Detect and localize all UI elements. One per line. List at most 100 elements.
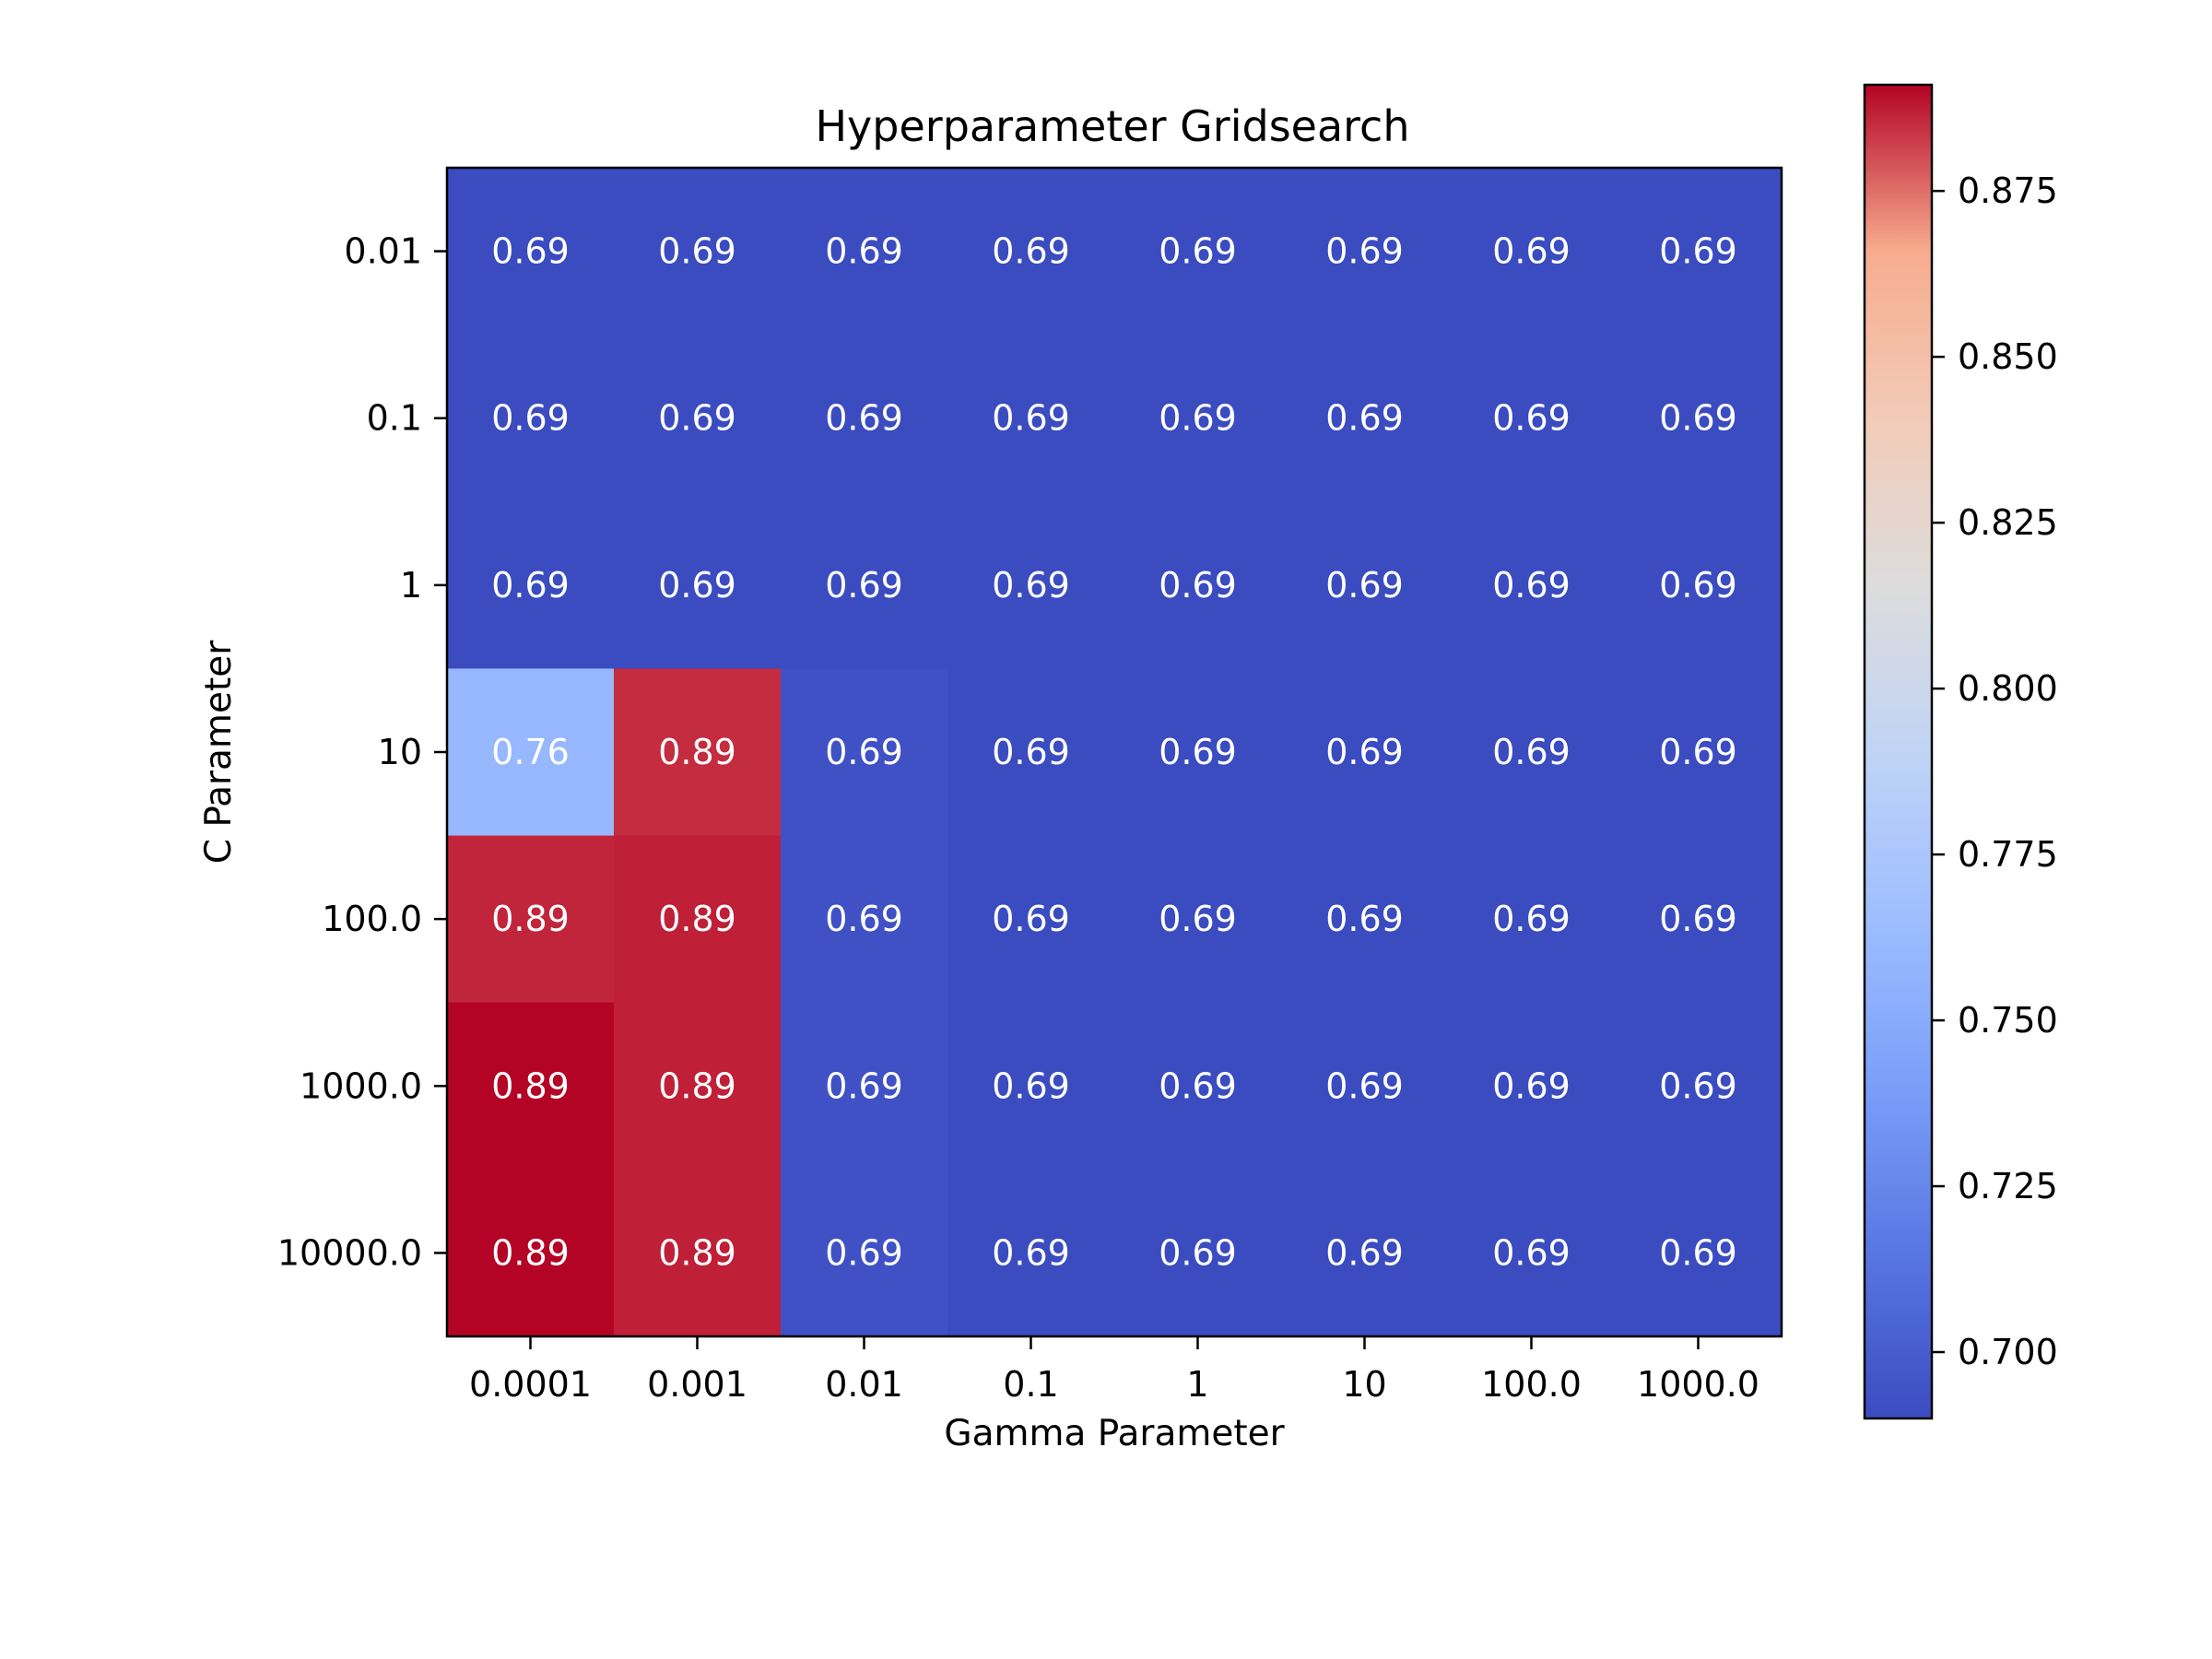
y-tick-label: 1 [400, 565, 422, 606]
heatmap-cell [947, 501, 1115, 670]
heatmap-cell [447, 1169, 615, 1337]
colorbar-tick-label: 0.700 [1958, 1332, 2058, 1372]
heatmap-cell [614, 835, 782, 1004]
heatmap-cell [947, 1169, 1115, 1337]
cell-value-label: 0.69 [1159, 1232, 1237, 1273]
x-tick-label: 1 [1186, 1364, 1208, 1405]
heatmap-cell [1448, 335, 1616, 502]
heatmap-cell [781, 1002, 948, 1171]
cell-value-label: 0.69 [1492, 1232, 1571, 1273]
cell-value-label: 0.69 [1325, 899, 1404, 939]
x-tick-label: 0.01 [825, 1364, 903, 1405]
cell-value-label: 0.69 [825, 565, 903, 606]
cell-value-label: 0.69 [658, 398, 736, 439]
heatmap-cell [947, 668, 1115, 837]
cell-value-label: 0.69 [1659, 732, 1737, 772]
heatmap-cell [1114, 168, 1282, 335]
x-tick-label: 10 [1342, 1364, 1386, 1405]
heatmap-cells [447, 168, 1783, 1337]
heatmap-cell [614, 668, 782, 837]
heatmap-cell [1114, 1169, 1282, 1337]
cell-value-label: 0.69 [992, 732, 1070, 772]
cell-value-label: 0.69 [1159, 1065, 1237, 1106]
heatmap-cell [614, 168, 782, 335]
cell-value-label: 0.69 [992, 899, 1070, 939]
heatmap-cell [1281, 1002, 1449, 1171]
heatmap-cell [1448, 1002, 1616, 1171]
cell-value-label: 0.69 [1659, 231, 1737, 272]
cell-value-label: 0.69 [491, 565, 570, 606]
cell-value-label: 0.69 [1492, 398, 1571, 439]
y-axis-ticks: 0.01 0.1 1 10 100.0 1000.0 10000.0 [277, 231, 447, 1273]
cell-value-label: 0.69 [992, 1065, 1070, 1106]
chart-title: Hyperparameter Gridsearch [815, 101, 1409, 151]
heatmap-cell [1281, 168, 1449, 335]
cell-labels: 0.69 0.69 0.69 0.69 0.69 0.69 0.69 0.69 0.69 0.69… [491, 231, 1737, 1274]
heatmap-cell [781, 835, 948, 1004]
cell-value-label: 0.89 [658, 732, 736, 772]
heatmap-cell [1615, 335, 1783, 502]
heatmap-cell [447, 335, 615, 502]
cell-value-label: 0.89 [658, 899, 736, 939]
heatmap-cell [614, 335, 782, 502]
heatmap-cell [447, 668, 615, 837]
heatmap-cell [781, 501, 948, 670]
heatmap-cell [1281, 668, 1449, 837]
cell-value-label: 0.69 [992, 231, 1070, 272]
heatmap-cell [447, 1002, 615, 1171]
heatmap-cell [1615, 168, 1783, 335]
cell-value-label: 0.89 [658, 1232, 736, 1273]
heatmap-cell [1615, 1002, 1783, 1171]
y-tick-label: 10 [378, 732, 422, 772]
cell-value-label: 0.89 [491, 899, 570, 939]
cell-value-label: 0.69 [1325, 398, 1404, 439]
heatmap-cell [614, 501, 782, 670]
heatmap-cell [1281, 835, 1449, 1004]
cell-value-label: 0.69 [992, 398, 1070, 439]
heatmap-cell [1114, 835, 1282, 1004]
heatmap-cell [1448, 168, 1616, 335]
cell-value-label: 0.69 [1325, 1065, 1404, 1106]
cell-value-label: 0.69 [1325, 231, 1404, 272]
cell-value-label: 0.89 [491, 1232, 570, 1273]
x-axis-ticks: 0.0001 0.001 0.01 0.1 1 10 100.0 1000.0 [469, 1336, 1759, 1405]
x-tick-label: 0.1 [1003, 1364, 1058, 1405]
heatmap-cell [1281, 501, 1449, 670]
heatmap-cell [1114, 668, 1282, 837]
heatmap-cell [781, 335, 948, 502]
heatmap-cell [447, 168, 615, 335]
cell-value-label: 0.69 [1659, 398, 1737, 439]
y-tick-label: 10000.0 [277, 1232, 422, 1273]
cell-value-label: 0.69 [1159, 565, 1237, 606]
heatmap-cell [1448, 1169, 1616, 1337]
cell-value-label: 0.69 [1492, 899, 1571, 939]
y-tick-label: 0.1 [367, 398, 422, 439]
cell-value-label: 0.69 [1325, 565, 1404, 606]
heatmap-cell [1615, 501, 1783, 670]
y-tick-label: 100.0 [322, 899, 422, 939]
cell-value-label: 0.76 [491, 732, 570, 772]
cell-value-label: 0.69 [825, 231, 903, 272]
colorbar-tick-label: 0.775 [1958, 834, 2058, 875]
heatmap-cell [1448, 668, 1616, 837]
cell-value-label: 0.69 [992, 565, 1070, 606]
heatmap-cell [1281, 1169, 1449, 1337]
y-tick-label: 1000.0 [300, 1065, 422, 1106]
x-tick-label: 0.001 [647, 1364, 747, 1405]
heatmap-cell [947, 335, 1115, 502]
colorbar-tick-label: 0.725 [1958, 1166, 2058, 1206]
heatmap-cell [781, 668, 948, 837]
cell-value-label: 0.69 [1492, 565, 1571, 606]
cell-value-label: 0.69 [1659, 1232, 1737, 1273]
cell-value-label: 0.69 [825, 732, 903, 772]
cell-value-label: 0.69 [825, 398, 903, 439]
x-axis-label: Gamma Parameter [944, 1413, 1285, 1454]
heatmap-cell [447, 501, 615, 670]
heatmap-cell [1114, 1002, 1282, 1171]
colorbar-tick-label: 0.750 [1958, 1000, 2058, 1041]
heatmap-cell [1281, 335, 1449, 502]
heatmap-cell [947, 168, 1115, 335]
heatmap-cell [781, 1169, 948, 1337]
x-tick-label: 1000.0 [1637, 1364, 1759, 1405]
heatmap-cell [1615, 835, 1783, 1004]
